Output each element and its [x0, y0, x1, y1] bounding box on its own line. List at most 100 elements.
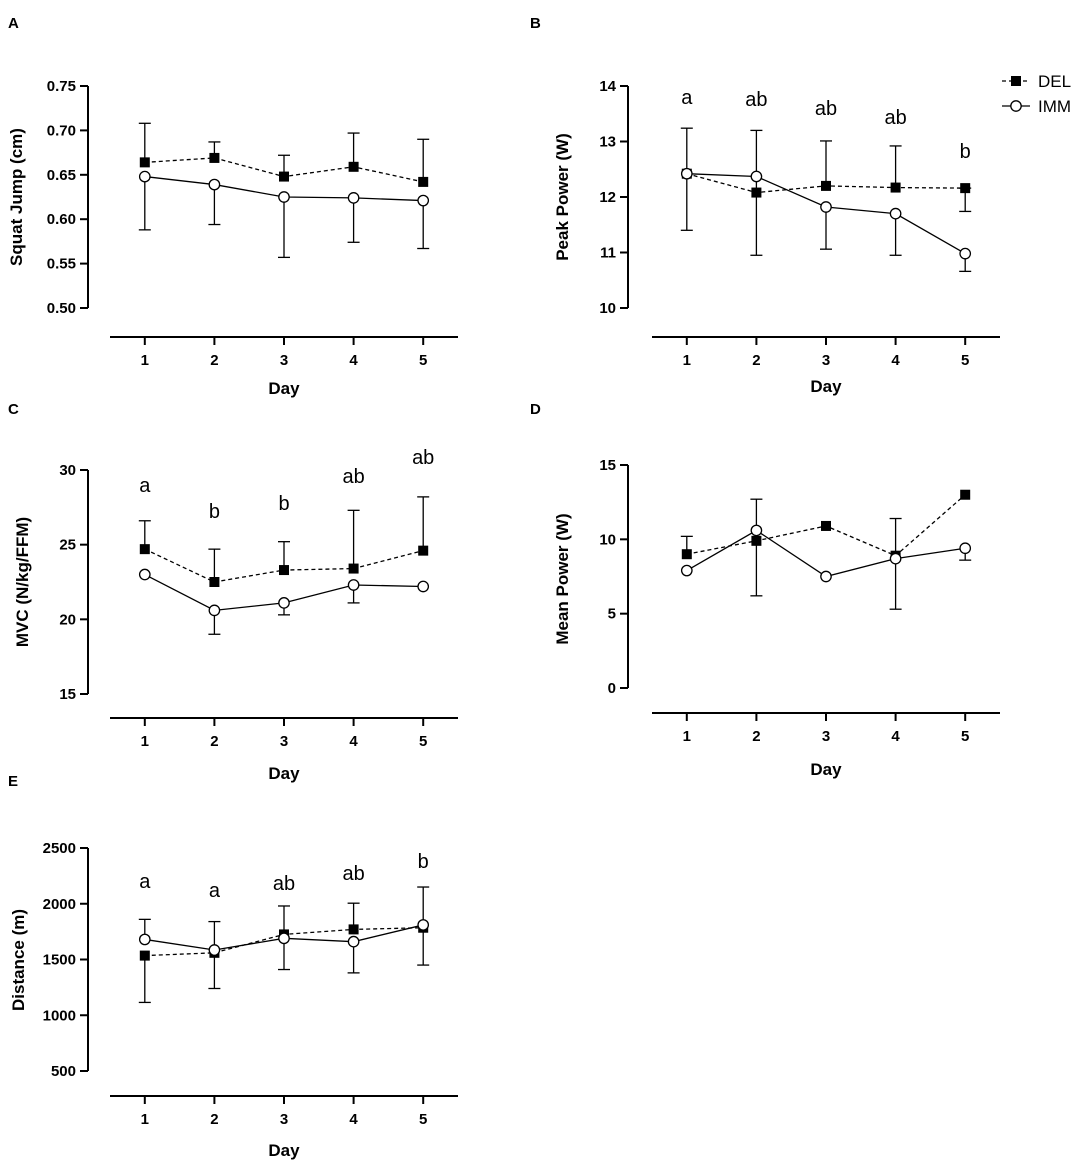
y-axis-title: Mean Power (W): [553, 513, 572, 644]
data-point-imm: [889, 207, 902, 220]
y-tick-label: 1500: [43, 952, 76, 969]
y-tick-label: 0: [608, 680, 616, 697]
y-tick-label: 1000: [43, 1007, 76, 1024]
data-point-del: [209, 577, 220, 587]
x-tick-label: 2: [210, 1111, 218, 1128]
data-point-del: [418, 545, 429, 556]
y-tick-label: 10: [599, 300, 616, 317]
x-tick-label: 4: [891, 728, 900, 745]
data-point-del: [139, 157, 150, 168]
data-point-imm: [820, 201, 832, 213]
data-point-del: [209, 152, 220, 163]
legend-item-del: DEL: [1002, 72, 1071, 91]
x-tick-label: 2: [210, 733, 218, 750]
data-point-del: [821, 180, 831, 191]
data-point-del: [348, 924, 359, 935]
data-point-imm: [138, 170, 151, 183]
panel-letter: B: [530, 15, 541, 32]
x-axis-title: Day: [268, 1141, 300, 1160]
y-tick-label: 11: [600, 245, 616, 262]
significance-label: ab: [884, 107, 906, 129]
y-tick-label: 25: [59, 537, 76, 554]
significance-label: ab: [745, 89, 767, 111]
y-tick-label: 0.65: [47, 167, 76, 184]
x-tick-label: 3: [280, 1111, 288, 1128]
y-axis-title: Squat Jump (cm): [7, 128, 26, 266]
data-point-imm: [680, 167, 693, 180]
significance-label: ab: [342, 466, 364, 488]
x-tick-label: 5: [419, 733, 427, 750]
data-point-imm: [889, 552, 902, 565]
x-axis-title: Day: [810, 760, 842, 779]
data-point-imm: [750, 170, 763, 183]
significance-label: b: [418, 851, 429, 873]
data-point-del: [279, 171, 289, 182]
significance-label: b: [278, 493, 289, 515]
x-axis-title: Day: [268, 379, 300, 398]
y-tick-label: 2500: [43, 840, 76, 857]
x-tick-label: 4: [349, 1111, 358, 1128]
y-tick-label: 5: [608, 606, 616, 623]
series-line-imm: [686, 529, 966, 578]
y-tick-label: 15: [599, 457, 616, 474]
significance-label: a: [681, 87, 693, 109]
y-tick-label: 0.55: [47, 256, 76, 273]
significance-label: a: [139, 871, 151, 893]
data-point-imm: [417, 194, 430, 207]
x-tick-label: 5: [961, 728, 969, 745]
data-point-imm: [820, 570, 832, 583]
data-point-imm: [959, 247, 972, 260]
y-tick-label: 10: [599, 531, 616, 548]
legend-item-imm: IMM: [1002, 97, 1071, 116]
x-tick-label: 3: [280, 352, 288, 369]
panel-a: A 0.50 0.55 0.60 0.65 0.70 0.75 1 2 3 4 5 Day Squat J…: [7, 15, 458, 398]
significance-label: b: [209, 501, 220, 523]
panel-d: D 0 5 10 15 1 2 3 4 5 Day Mean Power (W): [530, 401, 1000, 779]
x-tick-label: 3: [280, 733, 288, 750]
x-tick-label: 4: [349, 733, 358, 750]
significance-label: ab: [273, 873, 295, 895]
data-point-del: [348, 563, 359, 574]
x-tick-label: 5: [419, 1111, 427, 1128]
y-tick-label: 14: [599, 78, 616, 95]
panel-letter: C: [8, 401, 19, 418]
data-point-imm: [680, 564, 693, 577]
significance-label: ab: [342, 863, 364, 885]
data-point-imm: [278, 191, 290, 203]
y-axis-title: MVC (N/kg/FFM): [13, 517, 32, 647]
y-tick-label: 0.75: [47, 78, 76, 95]
y-axis-title: Distance (m): [9, 909, 28, 1011]
significance-label: ab: [412, 447, 434, 469]
data-point-del: [960, 183, 971, 194]
data-point-del: [681, 549, 692, 560]
data-point-del: [751, 187, 762, 198]
x-tick-label: 5: [961, 352, 969, 369]
y-tick-label: 500: [51, 1063, 76, 1080]
x-tick-label: 1: [683, 728, 691, 745]
y-tick-label: 0.70: [47, 122, 76, 139]
data-point-imm: [417, 580, 430, 593]
panel-letter: D: [530, 401, 541, 418]
significance-label: a: [139, 475, 151, 497]
data-point-imm: [417, 919, 430, 931]
significance-label: a: [209, 880, 221, 902]
x-tick-label: 3: [822, 352, 830, 369]
y-tick-label: 30: [59, 462, 76, 479]
data-point-del: [960, 489, 971, 500]
legend-marker-circle: [1010, 100, 1022, 112]
data-point-del: [418, 176, 429, 187]
data-point-imm: [347, 192, 360, 204]
y-tick-label: 15: [59, 686, 76, 703]
x-tick-label: 1: [683, 352, 691, 369]
legend-marker-square: [1011, 76, 1021, 86]
data-point-imm: [278, 597, 290, 609]
x-tick-label: 5: [419, 352, 427, 369]
y-tick-label: 0.50: [47, 300, 76, 317]
data-point-del: [139, 544, 150, 555]
x-tick-label: 4: [349, 352, 358, 369]
data-point-del: [751, 535, 762, 546]
x-tick-label: 1: [141, 352, 149, 369]
